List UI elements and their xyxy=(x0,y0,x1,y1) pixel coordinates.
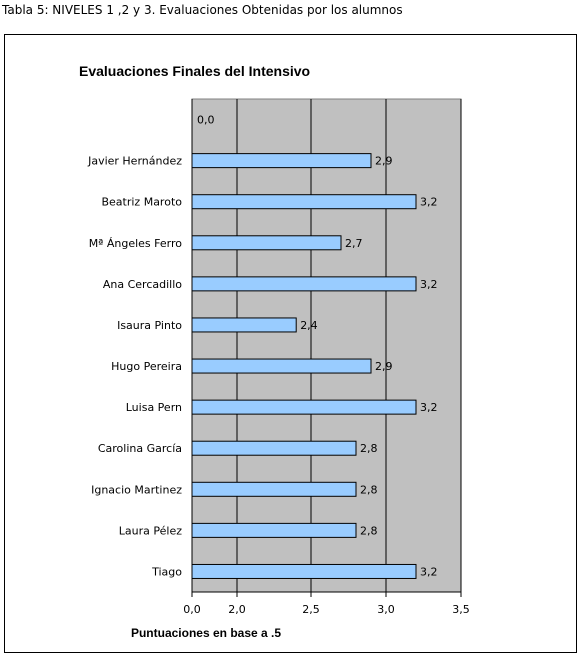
x-axis-title: Puntuaciones en base a .5 xyxy=(131,626,281,640)
data-label: 2,7 xyxy=(345,237,363,250)
chart-title: Evaluaciones Finales del Intensivo xyxy=(79,63,310,79)
table-caption: Tabla 5: NIVELES 1 ,2 y 3. Evaluaciones … xyxy=(2,3,403,17)
bar xyxy=(191,317,297,333)
category-label: Isaura Pinto xyxy=(117,319,182,332)
bar xyxy=(191,235,342,251)
data-label: 2,8 xyxy=(360,524,378,537)
bar xyxy=(191,440,357,456)
category-label: Luisa Pern xyxy=(126,401,182,414)
x-tick-label: 3,5 xyxy=(452,603,470,616)
data-label: 2,8 xyxy=(360,483,378,496)
plot-area xyxy=(191,98,462,593)
data-label: 2,9 xyxy=(375,360,393,373)
category-label: Carolina García xyxy=(98,442,182,455)
bar xyxy=(191,481,357,497)
data-label: 2,8 xyxy=(360,442,378,455)
data-label: 3,2 xyxy=(420,196,438,209)
category-label: Tiago xyxy=(151,565,182,578)
category-label: Mª Ángeles Ferro xyxy=(89,237,183,250)
data-label: 2,4 xyxy=(300,319,318,332)
bar xyxy=(191,399,417,415)
x-tick-label: 2,5 xyxy=(302,603,320,616)
bar xyxy=(191,276,417,292)
bars xyxy=(191,153,417,579)
data-label: 2,9 xyxy=(375,155,393,168)
bar xyxy=(191,563,417,579)
category-label: Beatriz Maroto xyxy=(101,196,182,209)
category-labels: Javier Hernández Beatriz Maroto Mª Ángeles… xyxy=(87,155,182,579)
data-label: 3,2 xyxy=(420,278,438,291)
category-label: Laura Pélez xyxy=(119,524,182,537)
data-label: 3,2 xyxy=(420,565,438,578)
data-label: 3,2 xyxy=(420,401,438,414)
data-labels: 0,0 2,9 3,2 2,7 3,2 2,4 2,9 3,2 2,8 2,8 2,8 3,2 xyxy=(197,114,438,579)
bar xyxy=(191,194,417,210)
x-tick-label: 0,0 xyxy=(183,603,201,616)
category-label: Ana Cercadillo xyxy=(103,278,182,291)
chart-frame xyxy=(4,34,577,653)
bar xyxy=(191,522,357,538)
x-axis-ticks: 0,0 2,0 2,5 3,0 3,5 xyxy=(183,592,470,616)
category-label: Hugo Pereira xyxy=(111,360,182,373)
category-label: Ignacio Martinez xyxy=(91,483,182,496)
gridlines xyxy=(191,99,462,596)
category-label: Javier Hernández xyxy=(87,155,182,168)
bar xyxy=(191,153,372,169)
x-tick-label: 2,0 xyxy=(228,603,246,616)
data-label: 0,0 xyxy=(197,114,215,127)
bar xyxy=(191,358,372,374)
x-tick-label: 3,0 xyxy=(377,603,395,616)
